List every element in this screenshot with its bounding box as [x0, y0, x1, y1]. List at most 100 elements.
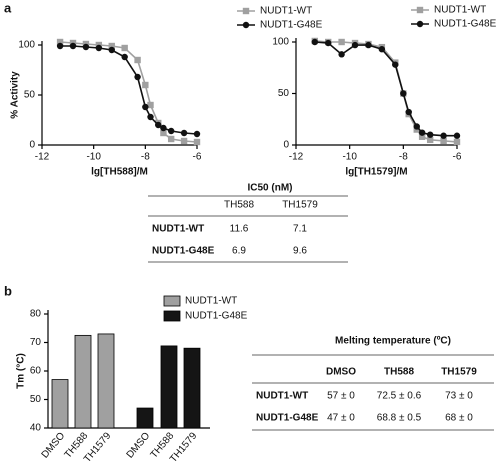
marker — [134, 73, 141, 81]
table-header: TH1579 — [282, 200, 318, 211]
marker — [56, 42, 64, 50]
bar — [160, 345, 178, 429]
marker — [440, 137, 447, 145]
marker — [167, 127, 175, 135]
x-tick-label: -8 — [399, 152, 408, 163]
marker — [180, 129, 188, 137]
table-cell: 73 ± 0 — [445, 391, 473, 402]
marker — [378, 46, 386, 53]
marker — [69, 42, 77, 50]
y-tick-label: 40 — [30, 423, 42, 434]
legend-marker — [242, 21, 250, 29]
x-axis-label: lg[TH588]/M — [91, 167, 148, 178]
marker — [193, 138, 201, 146]
marker — [167, 135, 175, 143]
y-tick-label: 0 — [29, 140, 35, 151]
table-cell: 68 ± 0 — [445, 413, 473, 424]
marker — [311, 38, 318, 46]
series-line — [60, 41, 198, 143]
marker — [365, 41, 372, 49]
panel-label: b — [4, 283, 12, 298]
legend-label: NUDT1-G48E — [260, 20, 323, 31]
marker — [147, 101, 154, 109]
y-tick-label: 50 — [24, 90, 36, 101]
legend-swatch — [163, 310, 181, 322]
series-line — [314, 41, 457, 137]
marker — [426, 136, 434, 144]
marker — [155, 121, 162, 129]
table-cell: 57 ± 0 — [327, 391, 355, 402]
table-title: Melting temperature (ºC) — [335, 336, 451, 347]
marker — [142, 81, 149, 89]
legend-swatch — [163, 295, 181, 307]
marker — [134, 56, 141, 64]
row-label: NUDT1-WT — [152, 224, 204, 235]
legend-marker — [242, 7, 250, 15]
y-tick-label: 0 — [283, 140, 289, 151]
legend-label: NUDT1-WT — [260, 6, 312, 17]
x-tick-label: DMSO — [125, 430, 153, 460]
x-axis-label: lg[TH1579]/M — [345, 167, 407, 178]
marker — [453, 132, 461, 139]
marker — [56, 38, 64, 46]
x-tick-label: -6 — [193, 152, 202, 163]
y-tick-label: 100 — [272, 37, 289, 48]
table-cell: 68.8 ± 0.5 — [377, 413, 422, 424]
marker — [147, 113, 154, 121]
marker — [338, 38, 345, 46]
table-cell: 9.6 — [293, 246, 307, 257]
table-cell: 11.6 — [230, 224, 249, 235]
table-cell: 7.1 — [293, 224, 307, 235]
marker — [440, 132, 447, 139]
marker — [193, 130, 201, 138]
x-tick-label: -12 — [35, 152, 50, 163]
marker — [121, 53, 128, 61]
marker — [180, 137, 188, 145]
legend-label: NUDT1-WT — [434, 5, 486, 16]
y-tick-label: 80 — [30, 309, 42, 320]
marker — [160, 129, 167, 137]
marker — [400, 90, 407, 97]
row-label: NUDT1-WT — [256, 391, 308, 402]
marker — [325, 39, 332, 47]
table-header: TH1579 — [441, 367, 477, 378]
x-tick-label: -6 — [453, 152, 462, 163]
x-tick-label: DMSO — [40, 430, 68, 460]
y-tick-label: 50 — [30, 394, 42, 405]
series-line — [60, 45, 198, 135]
legend-label: NUDT1-WT — [185, 296, 237, 307]
marker — [142, 103, 149, 111]
marker — [160, 124, 167, 132]
marker — [108, 46, 115, 54]
x-tick-label: -10 — [342, 152, 357, 163]
table-cell: 72.5 ± 0.6 — [377, 391, 422, 402]
marker — [82, 43, 90, 51]
legend-marker — [416, 20, 424, 28]
marker — [121, 44, 128, 52]
bar — [183, 347, 201, 429]
y-tick-label: 60 — [30, 366, 42, 377]
bar — [74, 334, 92, 429]
marker — [418, 133, 426, 140]
x-tick-label: -10 — [86, 152, 101, 163]
series-line — [314, 40, 458, 143]
y-axis-label: % Activity — [10, 71, 21, 119]
marker — [453, 138, 461, 146]
legend-marker — [416, 6, 424, 14]
bar — [51, 379, 69, 429]
marker — [426, 131, 434, 138]
y-tick-label: 70 — [30, 337, 42, 348]
y-tick-label: 100 — [18, 40, 35, 51]
y-axis-label: Tm (°C) — [16, 353, 27, 389]
marker — [108, 42, 115, 50]
x-tick-label: -12 — [289, 152, 304, 163]
marker — [418, 129, 426, 136]
table-title: IC50 (nM) — [248, 183, 293, 194]
y-tick-label: 50 — [278, 88, 290, 99]
marker — [413, 123, 420, 130]
bar — [136, 407, 154, 429]
marker — [351, 41, 359, 49]
marker — [405, 108, 412, 116]
panel-label: a — [4, 0, 12, 15]
